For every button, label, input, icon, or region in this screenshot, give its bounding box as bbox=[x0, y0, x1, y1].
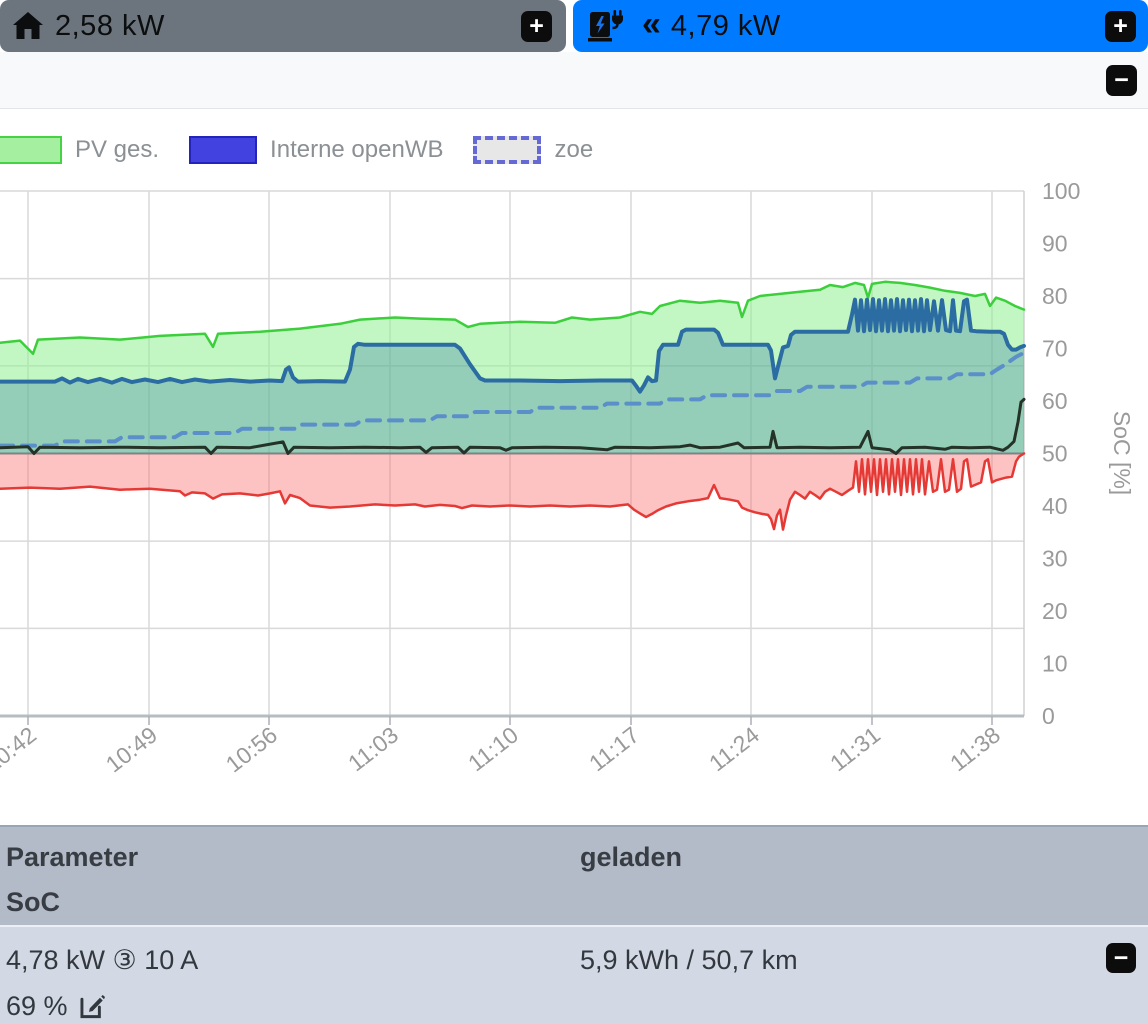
x-tick-label: 11:38 bbox=[945, 721, 1005, 776]
y-tick-label: 10 bbox=[1042, 651, 1068, 677]
y-tick-label: 80 bbox=[1042, 283, 1068, 309]
collapse-chart-button[interactable]: − bbox=[1106, 64, 1137, 96]
y-tick-label: 100 bbox=[1042, 178, 1080, 204]
collapse-row-button[interactable]: − bbox=[1106, 943, 1136, 973]
chargepoint-status-row: 4,78 kW ③ 10 A 5,9 kWh / 50,7 km 69 % − bbox=[0, 925, 1148, 1024]
dashed-swatch bbox=[473, 136, 542, 164]
legend-item-interne-openwb[interactable]: Interne openWB bbox=[189, 136, 443, 164]
y-tick-label: 40 bbox=[1042, 493, 1068, 519]
chart-toolbar: − bbox=[0, 52, 1148, 109]
status-table-header: Parameter geladen SoC bbox=[0, 825, 1148, 925]
y-tick-label: 60 bbox=[1042, 388, 1068, 414]
add-chart-button-2[interactable]: + bbox=[1105, 10, 1136, 42]
add-chart-button[interactable]: + bbox=[521, 10, 552, 42]
x-tick-label: 10:56 bbox=[221, 721, 282, 777]
legend-label: PV ges. bbox=[75, 136, 160, 163]
house-power-value: 2,58 kW bbox=[55, 9, 165, 42]
charging-station-icon bbox=[585, 9, 623, 43]
priority-chevrons-icon: « bbox=[642, 4, 661, 43]
header-parameter: Parameter bbox=[6, 842, 139, 872]
soc-power-chart: PV ges. Interne openWB zoe 100 90 80 70 60 50 40… bbox=[0, 110, 1148, 825]
y-axis-title: SoC [%] bbox=[1109, 411, 1135, 495]
edit-soc-icon[interactable] bbox=[78, 993, 105, 1020]
soc-value: 69 % bbox=[6, 991, 68, 1021]
y-tick-label: 0 bbox=[1042, 703, 1055, 729]
header-soc: SoC bbox=[6, 887, 60, 917]
chart-legend: PV ges. Interne openWB zoe bbox=[0, 136, 623, 164]
x-tick-label: 10:42 bbox=[0, 721, 41, 777]
home-icon bbox=[12, 11, 44, 41]
x-tick-label: 11:10 bbox=[463, 721, 523, 776]
blue-swatch bbox=[189, 136, 258, 164]
legend-item-pv-ges-[interactable]: PV ges. bbox=[0, 136, 159, 164]
legend-label: zoe bbox=[554, 136, 594, 163]
green-swatch bbox=[0, 136, 62, 164]
y-tick-label: 20 bbox=[1042, 598, 1068, 624]
x-tick-label: 10:49 bbox=[101, 721, 162, 777]
y-tick-label: 50 bbox=[1042, 441, 1068, 467]
chargepoint-power-value: 4,79 kW bbox=[670, 9, 781, 42]
x-tick-label: 11:24 bbox=[704, 721, 764, 776]
x-tick-label: 11:17 bbox=[584, 721, 644, 776]
tab-house[interactable]: 2,58 kW + bbox=[0, 0, 566, 52]
charge-parameter-value: 4,78 kW ③ 10 A bbox=[6, 945, 199, 975]
legend-item-zoe[interactable]: zoe bbox=[473, 136, 593, 164]
chargepoint-tabbar: 2,58 kW + « 4,79 kW + bbox=[0, 0, 1148, 52]
charged-energy-value: 5,9 kWh / 50,7 km bbox=[580, 945, 798, 975]
legend-label: Interne openWB bbox=[270, 136, 444, 163]
y-tick-label: 90 bbox=[1042, 231, 1068, 257]
x-tick-label: 11:31 bbox=[825, 721, 885, 776]
y-tick-label: 30 bbox=[1042, 546, 1068, 572]
x-tick-label: 11:03 bbox=[343, 721, 403, 776]
y-tick-label: 70 bbox=[1042, 336, 1068, 362]
header-geladen: geladen bbox=[580, 842, 683, 872]
tab-chargepoint[interactable]: « 4,79 kW + bbox=[573, 0, 1148, 52]
